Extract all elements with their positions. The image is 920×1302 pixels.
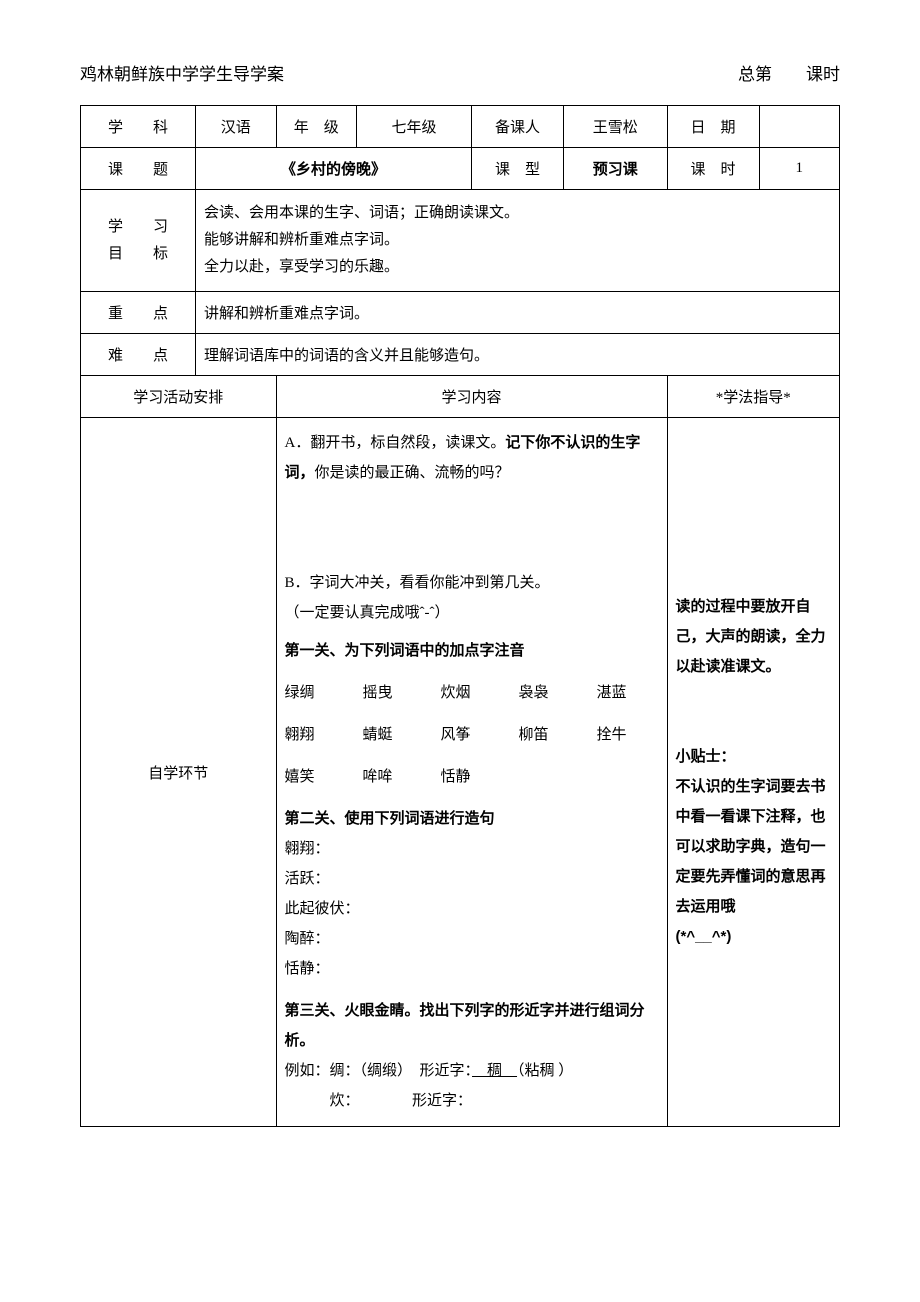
level2-word-4: 陶醉： xyxy=(285,924,659,954)
level2-word-1: 翱翔： xyxy=(285,834,659,864)
content-row: 自学环节 A．翻开书，标自然段，读课文。记下你不认识的生字词，你是读的最正确、流… xyxy=(81,418,840,1127)
spacer-2 xyxy=(676,682,832,742)
level3-line2: 炊： 形近字： xyxy=(285,1086,659,1116)
word-item: 嬉笑 xyxy=(285,762,333,792)
level2-word-3: 此起彼伏： xyxy=(285,894,659,924)
col-content: 学习内容 xyxy=(276,376,667,418)
word-item: 拴牛 xyxy=(597,720,645,750)
subject-label: 学 科 xyxy=(81,106,196,148)
type-value: 预习课 xyxy=(564,148,668,190)
level3-example: 例如：绸：（绸缎） 形近字： 稠 （粘稠 ） xyxy=(285,1056,659,1086)
topic-label: 课 题 xyxy=(81,148,196,190)
difficult-row: 难 点 理解词语库中的词语的含义并且能够造句。 xyxy=(81,334,840,376)
level1-row3: 嬉笑 哞哞 恬静 xyxy=(285,762,659,792)
tips-title: 小贴士： xyxy=(676,742,832,772)
date-label: 日 期 xyxy=(667,106,759,148)
level3-example-suffix: （粘稠 ） xyxy=(517,1063,573,1079)
word-item: 袅袅 xyxy=(519,678,567,708)
date-value xyxy=(759,106,840,148)
topic-value: 《乡村的傍晚》 xyxy=(196,148,472,190)
section-b: B．字词大冲关，看看你能冲到第几关。 xyxy=(285,568,659,598)
study-content: A．翻开书，标自然段，读课文。记下你不认识的生字词，你是读的最正确、流畅的吗？ … xyxy=(276,418,667,1127)
col-activity: 学习活动安排 xyxy=(81,376,277,418)
level2-word-2: 活跃： xyxy=(285,864,659,894)
grade-value: 七年级 xyxy=(357,106,472,148)
difficult-label: 难 点 xyxy=(81,334,196,376)
objective-line-2: 能够讲解和辨析重难点字词。 xyxy=(204,227,831,254)
level3-title: 第三关、火眼金睛。找出下列字的形近字并进行组词分析。 xyxy=(285,996,659,1056)
word-item: 风筝 xyxy=(441,720,489,750)
level2-word-5: 恬静： xyxy=(285,954,659,984)
word-item: 炊烟 xyxy=(441,678,489,708)
keypoint-label: 重 点 xyxy=(81,292,196,334)
level3-example-prefix: 例如：绸：（绸缎） 形近字： xyxy=(285,1063,473,1079)
objective-line-3: 全力以赴，享受学习的乐趣。 xyxy=(204,254,831,281)
header-left: 鸡林朝鲜族中学学生导学案 xyxy=(80,60,284,85)
subject-value: 汉语 xyxy=(196,106,277,148)
guide-content: 读的过程中要放开自己，大声的朗读，全力以赴读准课文。 小贴士： 不认识的生字词要… xyxy=(667,418,840,1127)
objective-line-1: 会读、会用本课的生字、词语；正确朗读课文。 xyxy=(204,200,831,227)
lesson-plan-table: 学 科 汉语 年 级 七年级 备课人 王雪松 日 期 课 题 《乡村的傍晚》 课… xyxy=(80,105,840,1127)
column-header-row: 学习活动安排 学习内容 *学法指导* xyxy=(81,376,840,418)
level1-title: 第一关、为下列词语中的加点字注音 xyxy=(285,636,659,666)
objectives-label: 学 习 目 标 xyxy=(81,190,196,292)
section-a: A．翻开书，标自然段，读课文。记下你不认识的生字词，你是读的最正确、流畅的吗？ xyxy=(285,428,659,488)
spacer-1 xyxy=(285,488,659,568)
period-value: 1 xyxy=(759,148,840,190)
level1-row2: 翱翔 蜻蜓 风筝 柳笛 拴牛 xyxy=(285,720,659,750)
word-item: 摇曳 xyxy=(363,678,411,708)
word-item: 湛蓝 xyxy=(597,678,645,708)
level1-row1: 绿绸 摇曳 炊烟 袅袅 湛蓝 xyxy=(285,678,659,708)
word-item: 恬静 xyxy=(441,762,489,792)
section-a-prefix: A．翻开书，标自然段，读课文。 xyxy=(285,435,506,451)
objectives-row: 学 习 目 标 会读、会用本课的生字、词语；正确朗读课文。 能够讲解和辨析重难点… xyxy=(81,190,840,292)
level2-title: 第二关、使用下列词语进行造句 xyxy=(285,804,659,834)
tips-text: 不认识的生字词要去书中看一看课下注释，也可以求助字典，造句一定要先弄懂词的意思再… xyxy=(676,772,832,922)
preparer-label: 备课人 xyxy=(472,106,564,148)
grade-label: 年 级 xyxy=(276,106,357,148)
col-guide: *学法指导* xyxy=(667,376,840,418)
word-item: 柳笛 xyxy=(519,720,567,750)
section-b-note: （一定要认真完成哦ˆ-ˆ） xyxy=(285,598,659,628)
header-right: 总第 课时 xyxy=(738,60,840,85)
keypoint-row: 重 点 讲解和辨析重难点字词。 xyxy=(81,292,840,334)
period-label: 课 时 xyxy=(667,148,759,190)
difficult-value: 理解词语库中的词语的含义并且能够造句。 xyxy=(196,334,840,376)
level3-example-underline: 稠 xyxy=(472,1063,517,1079)
type-label: 课 型 xyxy=(472,148,564,190)
word-item: 绿绸 xyxy=(285,678,333,708)
info-row-2: 课 题 《乡村的傍晚》 课 型 预习课 课 时 1 xyxy=(81,148,840,190)
info-row-1: 学 科 汉语 年 级 七年级 备课人 王雪松 日 期 xyxy=(81,106,840,148)
section-a-suffix: 你是读的最正确、流畅的吗？ xyxy=(315,465,510,481)
guide-text1: 读的过程中要放开自己，大声的朗读，全力以赴读准课文。 xyxy=(676,592,832,682)
keypoint-value: 讲解和辨析重难点字词。 xyxy=(196,292,840,334)
word-item: 哞哞 xyxy=(363,762,411,792)
objectives-content: 会读、会用本课的生字、词语；正确朗读课文。 能够讲解和辨析重难点字词。 全力以赴… xyxy=(196,190,840,292)
page-header: 鸡林朝鲜族中学学生导学案 总第 课时 xyxy=(80,60,840,85)
preparer-value: 王雪松 xyxy=(564,106,668,148)
word-item: 蜻蜓 xyxy=(363,720,411,750)
word-item: 翱翔 xyxy=(285,720,333,750)
self-study-label: 自学环节 xyxy=(81,418,277,1127)
tips-emoji: (*^__^*) xyxy=(676,922,832,952)
